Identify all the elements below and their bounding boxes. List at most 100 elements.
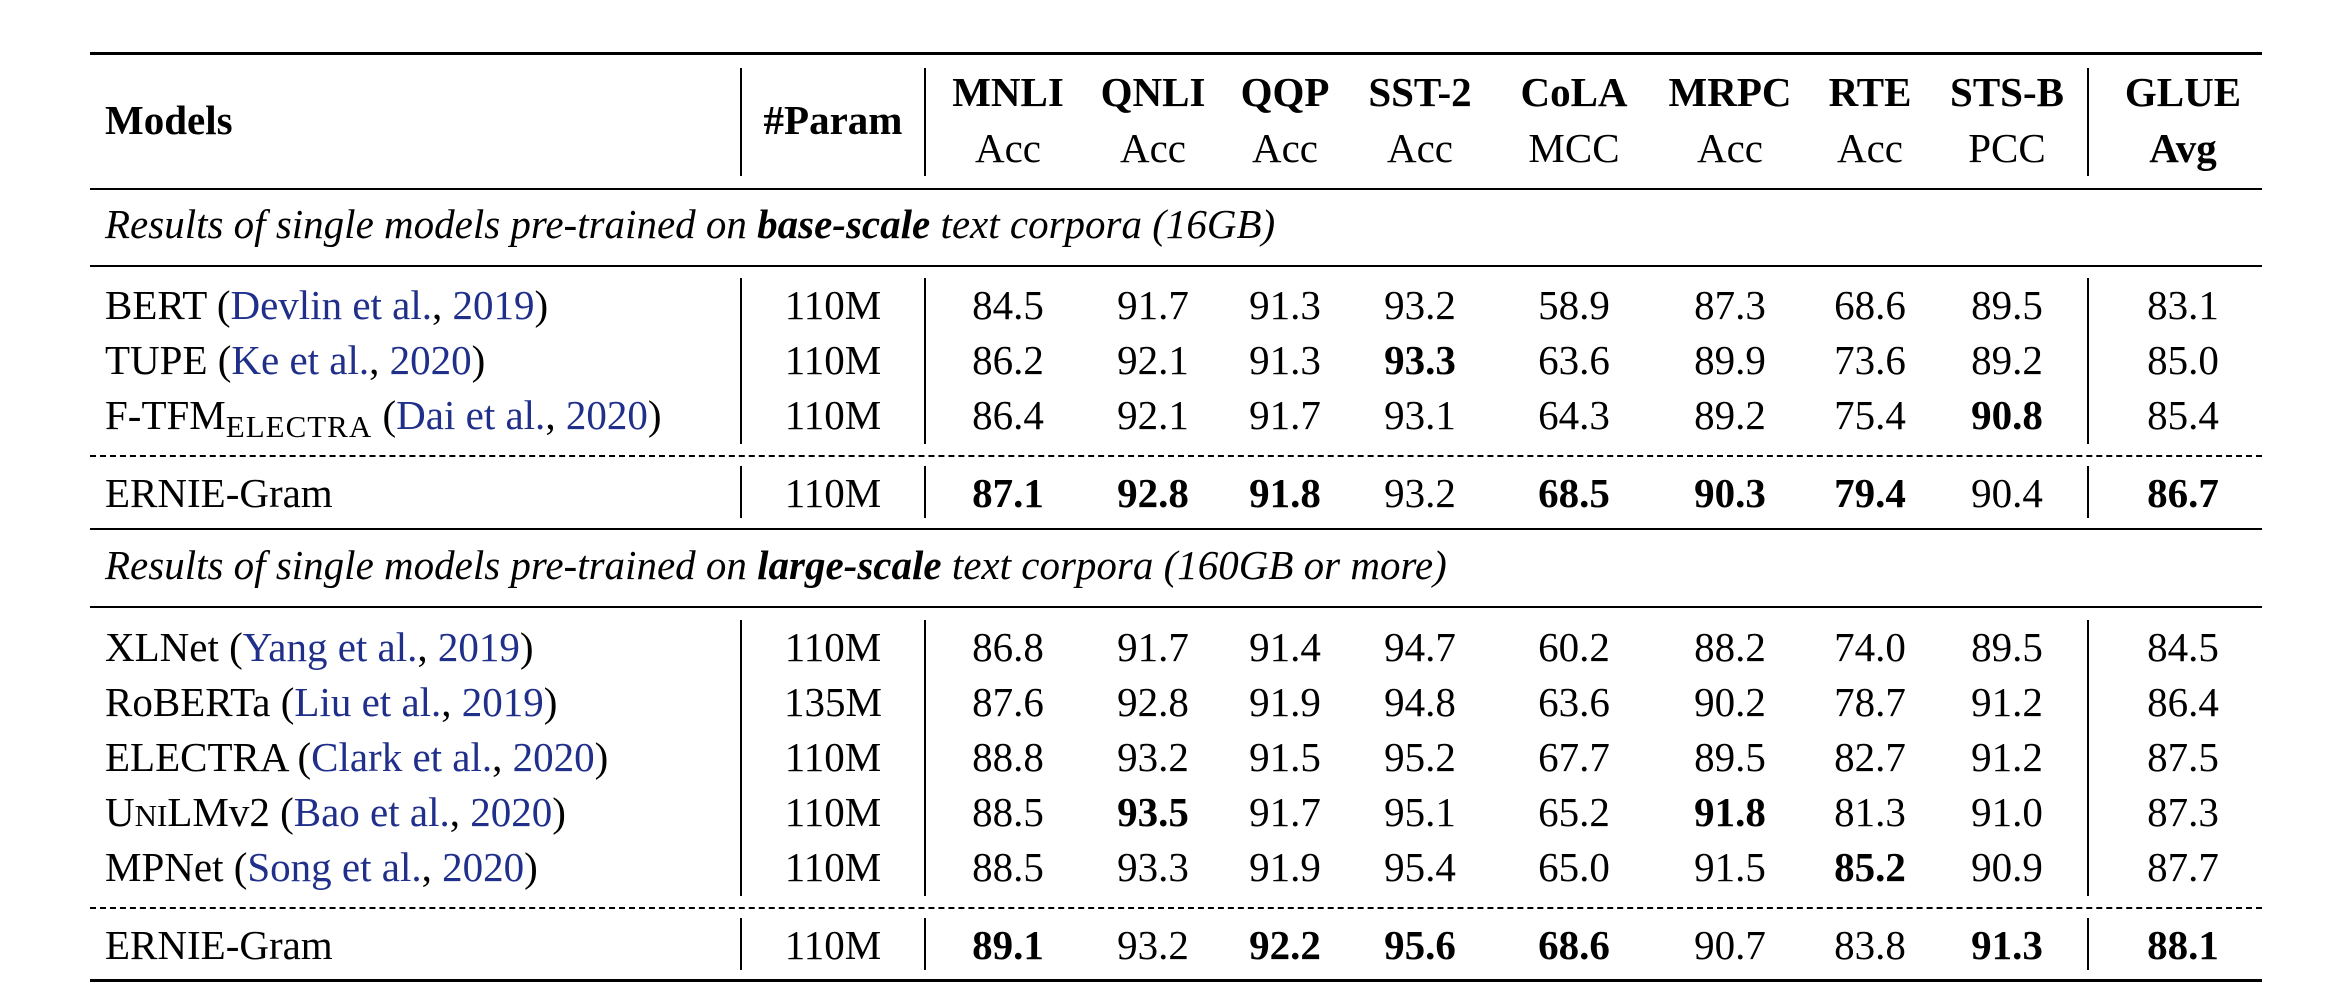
model-name: RoBERTa (Liu et al., 2019) bbox=[105, 678, 557, 726]
score-cell: 68.6 bbox=[1538, 922, 1610, 968]
score-cell: 90.4 bbox=[1971, 470, 2043, 516]
header-models: Models bbox=[105, 97, 233, 143]
model-label: ERNIE-Gram bbox=[105, 922, 333, 968]
score-cell: 68.5 bbox=[1538, 470, 1610, 516]
header-mrpc-name: MRPC bbox=[1668, 69, 1792, 115]
divider-models-header bbox=[740, 68, 742, 176]
score-cell: 91.7 bbox=[1249, 789, 1321, 835]
score-cell: 89.2 bbox=[1971, 337, 2043, 383]
header-mrpc-metric: Acc bbox=[1696, 125, 1764, 171]
divider-param-s2 bbox=[924, 620, 926, 896]
score-cell: 88.5 bbox=[972, 844, 1044, 890]
score-cell: 85.4 bbox=[2147, 392, 2219, 438]
citation-close: ) bbox=[524, 844, 538, 890]
citation-close: ) bbox=[471, 337, 486, 383]
header-glue-name: GLUE bbox=[2124, 69, 2242, 115]
section-title: Results of single models pre-trained on … bbox=[105, 200, 1275, 248]
score-cell: 95.4 bbox=[1384, 844, 1456, 890]
param-cell: 135M bbox=[784, 679, 882, 725]
citation-year: 2020 bbox=[389, 337, 472, 383]
score-cell: 83.1 bbox=[2147, 282, 2219, 328]
score-cell: 91.9 bbox=[1249, 844, 1321, 890]
score-cell: 65.2 bbox=[1538, 789, 1610, 835]
score-cell: 64.3 bbox=[1538, 392, 1610, 438]
citation-year: 2020 bbox=[470, 789, 553, 835]
score-cell: 85.2 bbox=[1834, 844, 1906, 890]
score-cell: 87.7 bbox=[2147, 844, 2219, 890]
citation-open: ( bbox=[223, 844, 248, 890]
ours-model-name: ERNIE-Gram bbox=[105, 921, 333, 969]
score-cell: 91.8 bbox=[1249, 470, 1321, 516]
citation-authors: Ke et al. bbox=[231, 337, 370, 383]
divider-param-header bbox=[924, 68, 926, 176]
score-cell: 86.4 bbox=[972, 392, 1044, 438]
model-label: MPNet bbox=[105, 844, 224, 890]
score-cell: 89.1 bbox=[972, 922, 1044, 968]
score-cell: 90.7 bbox=[1694, 922, 1766, 968]
header-qqp-name: QQP bbox=[1240, 69, 1330, 115]
score-cell: 58.9 bbox=[1538, 282, 1610, 328]
header-cola-name: CoLA bbox=[1520, 69, 1628, 115]
header-mnli-metric: Acc bbox=[974, 125, 1042, 171]
param-cell: 110M bbox=[784, 922, 882, 968]
model-label: RoBERTa bbox=[105, 679, 271, 725]
citation-close: ) bbox=[534, 282, 549, 328]
citation-open: ( bbox=[372, 392, 397, 438]
citation-sep: , bbox=[449, 789, 471, 835]
score-cell: 91.8 bbox=[1694, 789, 1766, 835]
score-cell: 89.5 bbox=[1694, 734, 1766, 780]
model-label: BERT bbox=[105, 282, 207, 328]
score-cell: 95.6 bbox=[1384, 922, 1456, 968]
score-cell: 91.4 bbox=[1249, 624, 1321, 670]
citation-sep: , bbox=[421, 844, 443, 890]
score-cell: 63.6 bbox=[1538, 337, 1610, 383]
citation-sep: , bbox=[432, 282, 453, 328]
divider-glue-s2-ours bbox=[2087, 918, 2089, 970]
ours-model-name: ERNIE-Gram bbox=[105, 469, 333, 517]
citation-year: 2020 bbox=[442, 844, 525, 890]
citation-sep: , bbox=[369, 337, 390, 383]
header-cola-metric: MCC bbox=[1528, 125, 1620, 171]
section-title: Results of single models pre-trained on … bbox=[105, 541, 1447, 589]
score-cell: 91.7 bbox=[1117, 282, 1189, 328]
score-cell: 67.7 bbox=[1538, 734, 1610, 780]
param-cell: 110M bbox=[784, 734, 882, 780]
score-cell: 91.7 bbox=[1249, 392, 1321, 438]
divider-param-s1 bbox=[924, 278, 926, 444]
citation-open: ( bbox=[269, 789, 294, 835]
citation-sep: , bbox=[545, 392, 566, 438]
score-cell: 86.7 bbox=[2147, 470, 2219, 516]
header-qnli-name: QNLI bbox=[1100, 69, 1206, 115]
bottom-rule bbox=[90, 979, 2262, 982]
score-cell: 92.1 bbox=[1117, 337, 1189, 383]
header-mnli-name: MNLI bbox=[952, 69, 1064, 115]
header-rte-metric: Acc bbox=[1836, 125, 1904, 171]
score-cell: 93.3 bbox=[1117, 844, 1189, 890]
score-cell: 91.2 bbox=[1971, 734, 2043, 780]
section-title-post: text corpora (160GB or more) bbox=[941, 542, 1447, 588]
model-label: F-TFM bbox=[105, 392, 226, 438]
score-cell: 82.7 bbox=[1834, 734, 1906, 780]
score-cell: 95.1 bbox=[1384, 789, 1456, 835]
divider-param-s2-ours bbox=[924, 918, 926, 970]
param-cell: 110M bbox=[784, 624, 882, 670]
score-cell: 86.4 bbox=[2147, 679, 2219, 725]
citation-close: ) bbox=[647, 392, 662, 438]
citation-sep: , bbox=[441, 679, 462, 725]
model-name: F-TFMELECTRA (Dai et al., 2020) bbox=[105, 391, 662, 444]
citation-year: 2019 bbox=[437, 624, 520, 670]
score-cell: 92.1 bbox=[1117, 392, 1189, 438]
citation-authors: Song et al. bbox=[247, 844, 422, 890]
score-cell: 92.2 bbox=[1249, 922, 1321, 968]
section-title-pre: Results of single models pre-trained on bbox=[105, 201, 758, 247]
score-cell: 90.3 bbox=[1694, 470, 1766, 516]
score-cell: 93.3 bbox=[1384, 337, 1456, 383]
citation-authors: Yang et al. bbox=[242, 624, 418, 670]
score-cell: 94.8 bbox=[1384, 679, 1456, 725]
score-cell: 91.3 bbox=[1249, 337, 1321, 383]
citation-sep: , bbox=[492, 734, 513, 780]
section1-dashed-rule bbox=[90, 455, 2262, 457]
citation-close: ) bbox=[543, 679, 558, 725]
divider-glue-s1-ours bbox=[2087, 466, 2089, 518]
header-sst-2-metric: Acc bbox=[1386, 125, 1454, 171]
